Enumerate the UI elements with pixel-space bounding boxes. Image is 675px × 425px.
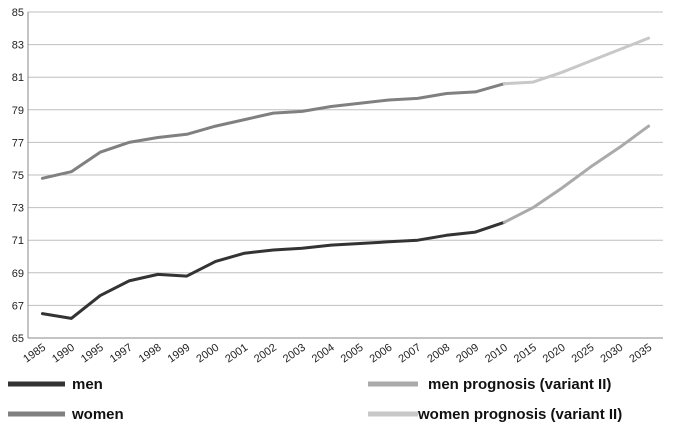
legend-men: men	[8, 376, 103, 393]
x-tick-label: 2030	[598, 342, 625, 366]
x-tick-label: 1985	[21, 342, 48, 366]
series-women-line	[40, 82, 506, 180]
y-tick-label: 81	[12, 72, 24, 84]
x-tick-label: 2025	[570, 342, 597, 366]
series-men-line	[40, 220, 506, 320]
x-tick-label: 1998	[137, 342, 164, 366]
y-tick-label: 83	[12, 40, 24, 52]
x-tick-label: 2003	[281, 342, 308, 366]
legend-women: women	[8, 406, 124, 423]
x-tick-label: 2005	[339, 342, 366, 366]
x-tick-label: 2006	[368, 342, 395, 366]
legend-women-label: women	[71, 406, 124, 423]
x-tick-label: 2015	[512, 342, 539, 366]
series-women-prognosis-line	[502, 36, 651, 86]
axes	[27, 12, 663, 339]
x-tick-label: 2007	[396, 342, 423, 366]
x-axis-ticks: 1985 1990 1995 1997 1998 1999 2000 2001 2002 2003…	[21, 342, 654, 366]
y-tick-label: 71	[12, 235, 24, 247]
legend-men-prognosis: men prognosis (variant II)	[368, 376, 611, 393]
grid-lines	[28, 11, 663, 306]
y-axis-ticks: 65 67 69 71 73 75 77 79 81 83 85	[12, 7, 24, 345]
y-tick-label: 65	[12, 333, 24, 345]
y-tick-label: 69	[12, 268, 24, 280]
y-tick-label: 67	[12, 300, 24, 312]
x-tick-label: 2001	[223, 342, 250, 366]
x-tick-label: 2035	[627, 342, 654, 366]
x-tick-label: 2009	[454, 342, 481, 366]
x-tick-label: 1990	[50, 342, 77, 366]
x-tick-label: 2002	[252, 342, 279, 366]
x-tick-label: 2010	[483, 342, 510, 366]
legend-men-label: men	[72, 376, 103, 393]
x-tick-label: 1997	[108, 342, 135, 366]
legend-women-prognosis-label: women prognosis (variant II)	[417, 406, 622, 423]
y-tick-label: 79	[12, 105, 24, 117]
x-tick-label: 2020	[541, 342, 568, 366]
legend-women-prognosis: women prognosis (variant II)	[368, 406, 622, 423]
y-tick-label: 75	[12, 170, 24, 182]
x-tick-label: 1995	[79, 342, 106, 366]
x-tick-label: 1999	[166, 342, 193, 366]
x-tick-label: 2008	[425, 342, 452, 366]
y-tick-label: 73	[12, 203, 24, 215]
series-lines	[40, 36, 651, 320]
x-tick-label: 2004	[310, 342, 337, 366]
legend-men-prognosis-label: men prognosis (variant II)	[428, 376, 611, 393]
series-men-prognosis-line	[502, 124, 651, 224]
y-tick-label: 77	[12, 137, 24, 149]
y-tick-label: 85	[12, 7, 24, 19]
x-tick-label: 2000	[194, 342, 221, 366]
legend: men women men prognosis (variant II) women …	[8, 376, 622, 423]
